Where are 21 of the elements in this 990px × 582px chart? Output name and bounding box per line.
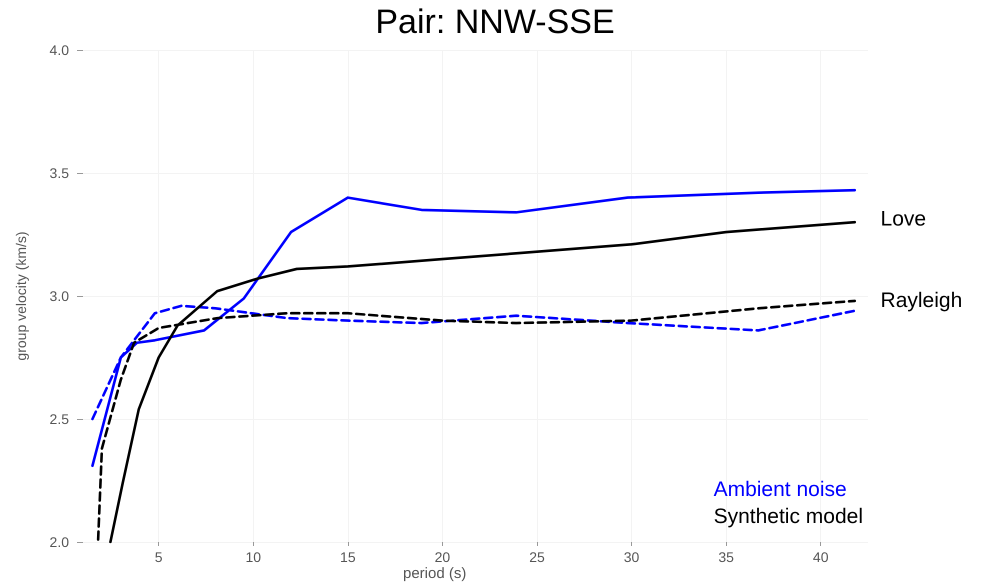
x-tick-label: 35 [718,549,734,565]
line-series [91,188,856,468]
x-tick-label: 20 [434,549,450,565]
text: Ambient noise [714,478,847,501]
x-tick-label: 15 [340,549,356,565]
x-tick-label: 5 [154,549,163,565]
y-tick-label: 2.0 [50,534,70,550]
x-tick-label: 40 [812,549,829,565]
x-tick-label: 30 [624,549,640,565]
y-tick-label: 4.0 [50,42,70,58]
annotation: Rayleigh [880,288,962,312]
annotation: Love [880,208,926,231]
y-tick-label: 2.5 [50,411,70,427]
x-tick-label: 10 [245,549,262,565]
y-tick-label: 3.0 [50,288,70,304]
chart-title: Pair: NNW-SSE [375,3,615,41]
y-tick-label: 3.5 [50,165,70,181]
text: Synthetic model [714,505,864,528]
x-axis-title: period (s) [403,565,466,582]
y-axis-title: group velocity (km/s) [13,231,29,361]
x-tick-label: 25 [529,549,545,565]
